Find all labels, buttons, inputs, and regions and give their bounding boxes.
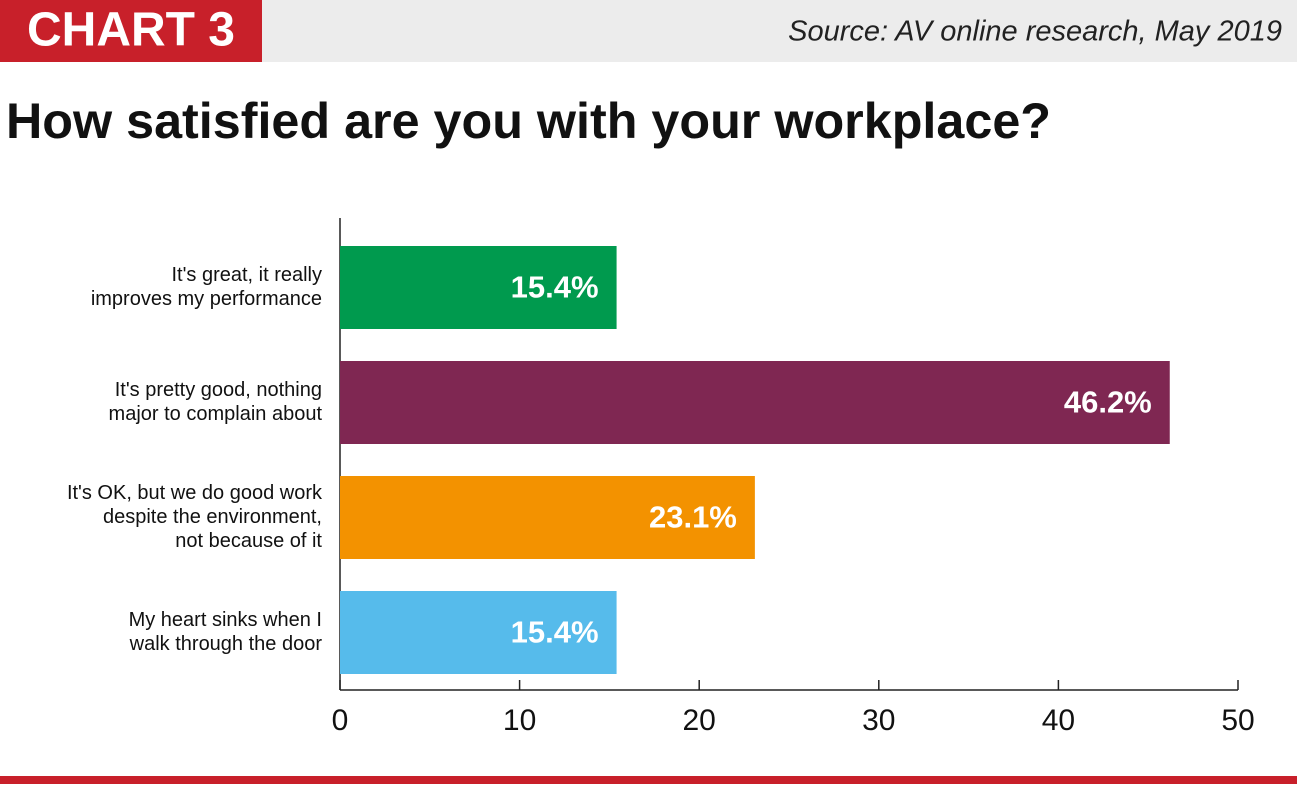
y-tick-label: It's pretty good, nothing [115, 379, 322, 401]
x-tick-label: 0 [332, 704, 349, 737]
value-label: 15.4% [511, 615, 599, 650]
bottom-rule [0, 776, 1297, 784]
bar [340, 591, 617, 674]
source: Source: AV online research, May 2019 [788, 16, 1282, 48]
bar [340, 361, 1170, 444]
bar [340, 476, 755, 559]
y-tick-label: It's great, it really [171, 264, 322, 286]
x-tick-label: 20 [683, 704, 716, 737]
y-tick-label: It's OK, but we do good work [67, 482, 323, 504]
x-tick-label: 40 [1042, 704, 1075, 737]
y-tick-label: My heart sinks when I [129, 609, 322, 631]
chart-title: How satisfied are you with your workplac… [6, 93, 1051, 149]
y-tick-label: major to complain about [109, 403, 323, 425]
x-tick-label: 50 [1221, 704, 1254, 737]
chart-label-box [0, 0, 262, 62]
value-label: 15.4% [511, 270, 599, 305]
y-tick-label: walk through the door [129, 633, 323, 655]
y-tick-label: not because of it [175, 530, 322, 552]
bar [340, 246, 617, 329]
y-tick-label: improves my performance [91, 288, 322, 310]
x-tick-label: 30 [862, 704, 895, 737]
y-tick-label: despite the environment, [103, 506, 322, 528]
value-label: 23.1% [649, 500, 737, 535]
value-label: 46.2% [1064, 385, 1152, 420]
x-tick-label: 10 [503, 704, 536, 737]
chart-label: CHART 3 [27, 4, 235, 57]
